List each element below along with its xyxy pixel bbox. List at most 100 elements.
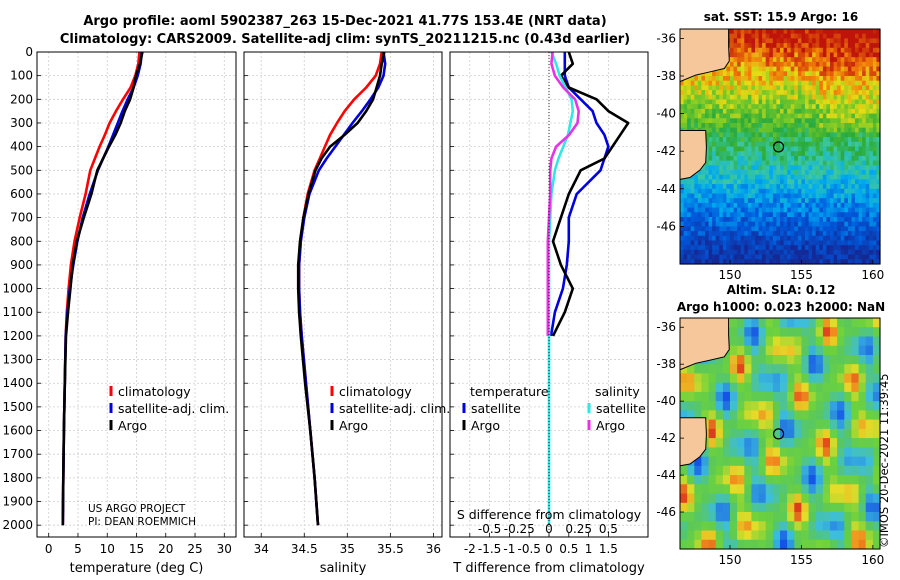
map-cell — [762, 184, 767, 190]
map-cell — [787, 475, 795, 485]
map-cell — [694, 401, 702, 411]
map-cell — [690, 123, 695, 129]
map-cell — [830, 493, 838, 504]
map-cell — [862, 184, 867, 190]
ytick-label: 1300 — [2, 353, 33, 367]
map-cell — [719, 249, 724, 256]
map-cell — [819, 76, 824, 82]
map-cell — [872, 226, 878, 232]
map-cell — [876, 76, 881, 82]
map-cell — [758, 401, 767, 411]
map-cell — [855, 90, 860, 96]
map-cell — [769, 104, 774, 110]
map-cell — [758, 336, 767, 347]
map-cell — [826, 254, 831, 260]
map-cell — [876, 212, 881, 218]
map-cell — [755, 76, 760, 82]
map-cell — [815, 118, 820, 124]
map-cell — [844, 240, 849, 246]
map-cell — [851, 240, 856, 246]
map-cell — [787, 104, 792, 110]
map-cell — [872, 29, 878, 35]
map-cell — [762, 118, 767, 124]
map-cell — [787, 327, 795, 337]
map-cell — [794, 160, 799, 166]
map-cell — [701, 123, 706, 129]
map-cell — [805, 179, 810, 185]
map-cell — [790, 29, 795, 35]
map-cell — [783, 61, 788, 68]
map-cell — [833, 99, 838, 105]
map-cell — [708, 90, 713, 96]
map-cell — [851, 43, 856, 49]
map-cell — [730, 502, 738, 513]
ytick-label: 1100 — [2, 305, 33, 319]
map-cell — [722, 85, 728, 91]
map-cell — [755, 170, 760, 176]
map-cell — [822, 160, 828, 166]
map-cell — [687, 193, 692, 199]
map-cell — [822, 521, 831, 532]
map-cell — [701, 391, 710, 402]
map-cell — [719, 165, 724, 171]
map-cell — [751, 57, 756, 63]
map-cell — [837, 47, 842, 54]
map-cell — [812, 38, 817, 44]
map-cell — [815, 245, 820, 251]
map-cell — [847, 188, 853, 195]
map-cell — [822, 212, 828, 218]
map-cell — [840, 57, 845, 63]
map-cell — [730, 165, 735, 171]
map-cell — [822, 155, 828, 162]
map-cell — [830, 254, 835, 260]
map-cell — [851, 521, 860, 532]
map-cell — [772, 254, 778, 260]
map-cell — [769, 155, 774, 162]
map-cell — [869, 198, 874, 204]
xtick-label: -2 — [464, 542, 476, 556]
map-cell — [733, 146, 738, 152]
map-cell — [794, 373, 802, 384]
map-cell — [847, 235, 853, 242]
map-cell — [690, 118, 695, 124]
map-cell — [697, 174, 703, 180]
map-cell — [694, 254, 699, 260]
map-cell — [805, 221, 810, 227]
map-cell — [737, 71, 742, 77]
map-cell — [790, 127, 795, 133]
map-cell — [787, 38, 792, 44]
map-cell — [812, 231, 817, 237]
map-cell — [865, 160, 870, 166]
map-cell — [730, 373, 738, 384]
map-cell — [876, 226, 881, 232]
map-cell — [822, 61, 828, 68]
map-cell — [747, 254, 753, 260]
map-cell — [762, 141, 767, 148]
map-cell — [737, 188, 742, 195]
map-cell — [837, 90, 842, 96]
map-cell — [708, 141, 713, 148]
map-cell — [822, 465, 831, 476]
map-cell — [837, 52, 842, 58]
map-cell — [801, 345, 810, 356]
map-cell — [790, 221, 795, 227]
map-cell — [865, 484, 874, 495]
map-cell — [730, 240, 735, 246]
map-cell — [812, 132, 817, 138]
map-cell — [737, 118, 742, 124]
map-cell — [708, 373, 717, 384]
map-cell — [765, 391, 774, 402]
map-cell — [844, 207, 849, 213]
map-cell — [855, 132, 860, 138]
map-cell — [858, 259, 863, 265]
map-cell — [769, 235, 774, 242]
map-cell — [808, 539, 817, 550]
map-cell — [762, 193, 767, 199]
map-cell — [865, 38, 870, 44]
map-cell — [865, 231, 870, 237]
map-cell — [697, 179, 703, 185]
map-cell — [833, 240, 838, 246]
map-cell — [690, 94, 695, 101]
map-cell — [737, 254, 742, 260]
map-cell — [697, 226, 703, 232]
